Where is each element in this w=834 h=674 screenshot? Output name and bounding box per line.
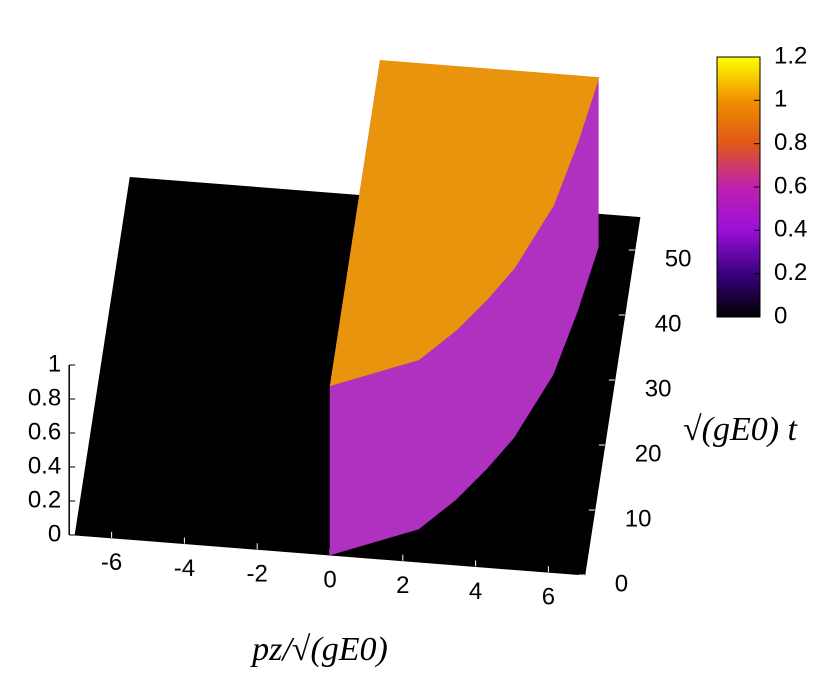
front-wall — [456, 298, 488, 500]
front-wall — [418, 328, 457, 530]
x-axis-label: pz/√(gE0) — [250, 631, 388, 668]
y-tick-label: 40 — [655, 310, 682, 337]
z-tick-label: 0.6 — [28, 418, 61, 445]
front-wall — [552, 173, 566, 376]
colorbar-tick-label: 0.8 — [774, 129, 807, 156]
z-tick-label: 0.2 — [28, 486, 61, 513]
front-edge — [329, 76, 600, 386]
z-tick-label: 1 — [48, 350, 61, 377]
x-tick-label: 2 — [396, 572, 409, 599]
colorbar-tick-label: 0.4 — [774, 216, 807, 243]
y-tick-label: 20 — [635, 440, 662, 467]
front-wall — [513, 235, 534, 439]
z-tick-label: 0.8 — [28, 384, 61, 411]
colorbar-tick-label: 0.6 — [774, 172, 807, 199]
front-wall — [564, 141, 578, 344]
colorbar-tick-label: 0 — [774, 302, 787, 329]
y-tick-label: 0 — [615, 570, 628, 597]
x-tick-label: -4 — [174, 555, 195, 582]
front-wall — [329, 358, 419, 556]
x-tick-label: -6 — [101, 549, 122, 576]
y-tick-label: 30 — [645, 375, 672, 402]
y-tick-label: 50 — [665, 245, 692, 272]
z-tick-label: 0.4 — [28, 452, 61, 479]
colorbar-tick-label: 1.2 — [774, 42, 807, 69]
z-tick-label: 0 — [48, 520, 61, 547]
colorbar-tick-label: 0.2 — [774, 259, 807, 286]
colorbar — [716, 56, 761, 318]
x-tick-label: 6 — [542, 584, 555, 611]
x-tick-label: -2 — [247, 561, 268, 588]
plateau — [330, 60, 599, 385]
colorbar-tick-label: 1 — [774, 86, 787, 113]
y-tick-label: 10 — [625, 505, 652, 532]
x-tick-label: 4 — [469, 578, 482, 605]
front-wall — [486, 267, 515, 470]
y-axis-label: √(gE0) t — [683, 411, 799, 448]
x-tick-label: 0 — [323, 566, 336, 593]
front-wall — [533, 204, 554, 408]
